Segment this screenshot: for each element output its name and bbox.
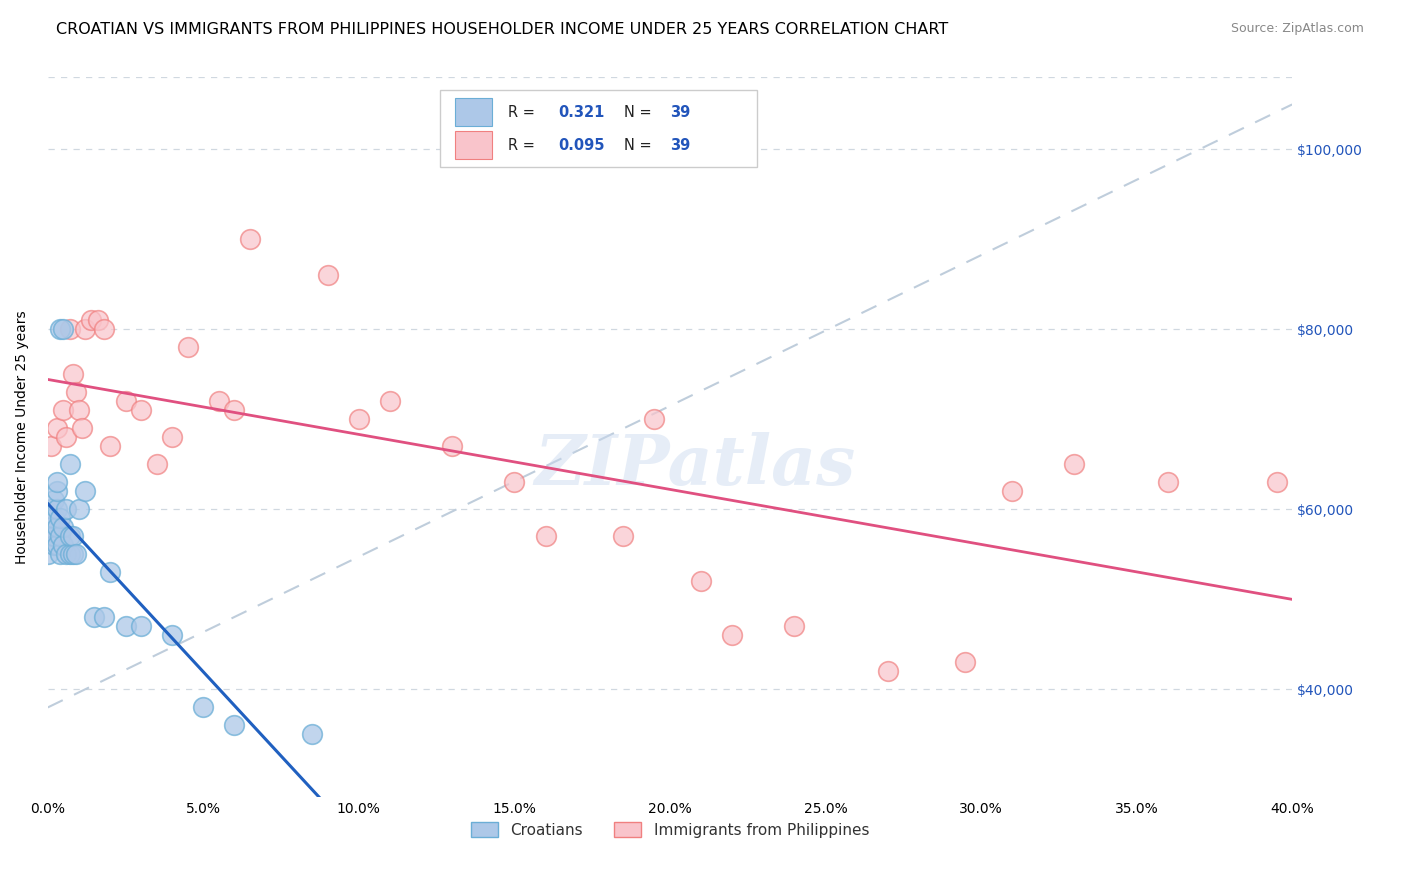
Point: [42, 538, 65, 552]
Point: [62, 529, 84, 543]
Text: R =: R =: [508, 137, 536, 153]
Point: [67, 403, 90, 417]
Point: [52, 538, 75, 552]
Point: [46, 421, 69, 435]
Text: 0.095: 0.095: [558, 137, 605, 153]
Point: [93, 322, 115, 336]
Legend: Croatians, Immigrants from Philippines: Croatians, Immigrants from Philippines: [465, 815, 875, 844]
Point: [503, 475, 526, 490]
Point: [177, 341, 200, 355]
Point: [1001, 484, 1024, 499]
Point: [224, 403, 246, 417]
Point: [783, 619, 806, 633]
Point: [46, 502, 69, 516]
Point: [49, 548, 72, 562]
Point: [80, 313, 103, 327]
Point: [690, 574, 713, 589]
Point: [46, 538, 69, 552]
FancyBboxPatch shape: [440, 90, 756, 168]
Point: [42, 511, 65, 525]
Point: [876, 665, 898, 679]
Text: N =: N =: [624, 137, 651, 153]
Text: CROATIAN VS IMMIGRANTS FROM PHILIPPINES HOUSEHOLDER INCOME UNDER 25 YEARS CORREL: CROATIAN VS IMMIGRANTS FROM PHILIPPINES …: [56, 22, 949, 37]
Text: 39: 39: [669, 137, 690, 153]
Y-axis label: Householder Income Under 25 years: Householder Income Under 25 years: [15, 310, 30, 565]
Bar: [454, 98, 492, 126]
Point: [55, 548, 77, 562]
Point: [98, 439, 121, 453]
Point: [55, 502, 77, 516]
Point: [67, 502, 90, 516]
Point: [301, 727, 323, 741]
Point: [39, 529, 62, 543]
Point: [65, 385, 87, 400]
Point: [193, 700, 215, 714]
Point: [160, 628, 183, 642]
Point: [160, 430, 183, 444]
Point: [39, 502, 62, 516]
Text: R =: R =: [508, 104, 536, 120]
Point: [643, 412, 665, 426]
Point: [612, 529, 634, 543]
Point: [114, 394, 136, 409]
Point: [39, 439, 62, 453]
Point: [46, 520, 69, 534]
Point: [58, 548, 80, 562]
Point: [145, 458, 167, 472]
Point: [52, 322, 75, 336]
Text: N =: N =: [624, 104, 651, 120]
Point: [70, 421, 93, 435]
Point: [49, 529, 72, 543]
Point: [955, 656, 977, 670]
Point: [58, 458, 80, 472]
Text: ZIPatlas: ZIPatlas: [534, 433, 855, 500]
Point: [75, 484, 97, 499]
Point: [534, 529, 557, 543]
Point: [239, 232, 262, 246]
Point: [42, 493, 65, 508]
Point: [58, 322, 80, 336]
Point: [39, 520, 62, 534]
Point: [721, 628, 744, 642]
Text: 0.321: 0.321: [558, 104, 605, 120]
Point: [316, 268, 339, 283]
Point: [75, 322, 97, 336]
Point: [52, 403, 75, 417]
Point: [42, 529, 65, 543]
Bar: [454, 131, 492, 159]
Point: [46, 484, 69, 499]
Point: [65, 548, 87, 562]
Point: [1063, 458, 1085, 472]
Point: [49, 322, 72, 336]
Text: 39: 39: [669, 104, 690, 120]
Point: [46, 475, 69, 490]
Text: Source: ZipAtlas.com: Source: ZipAtlas.com: [1230, 22, 1364, 36]
Point: [49, 511, 72, 525]
Point: [62, 368, 84, 382]
Point: [52, 520, 75, 534]
Point: [58, 529, 80, 543]
Point: [1157, 475, 1180, 490]
Point: [98, 566, 121, 580]
Point: [62, 548, 84, 562]
Point: [83, 610, 105, 624]
Point: [129, 403, 152, 417]
Point: [441, 439, 464, 453]
Point: [86, 313, 108, 327]
Point: [93, 610, 115, 624]
Point: [1265, 475, 1288, 490]
Point: [224, 718, 246, 732]
Point: [378, 394, 401, 409]
Point: [129, 619, 152, 633]
Point: [37, 548, 59, 562]
Point: [208, 394, 231, 409]
Point: [114, 619, 136, 633]
Point: [347, 412, 370, 426]
Point: [55, 430, 77, 444]
